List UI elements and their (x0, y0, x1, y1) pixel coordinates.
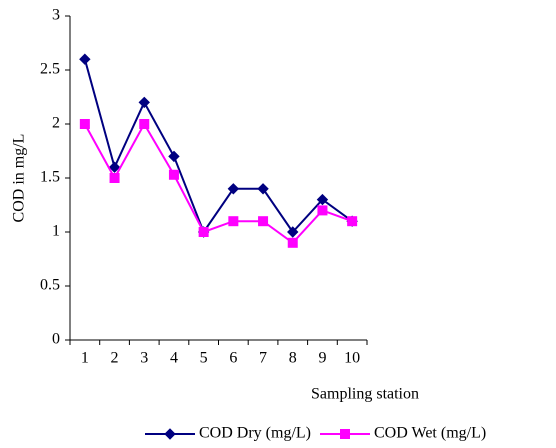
data-point (257, 183, 269, 195)
data-point (317, 205, 328, 216)
y-axis-title: COD in mg/L (11, 134, 28, 223)
data-point (227, 183, 240, 195)
x-tick-label: 9 (318, 350, 326, 367)
legend-marker (340, 429, 350, 439)
x-tick-label: 2 (111, 350, 119, 367)
data-point (347, 216, 358, 227)
data-point (139, 119, 150, 129)
data-point (79, 53, 91, 65)
data-point (287, 237, 298, 248)
data-point (109, 173, 120, 183)
data-point (198, 227, 209, 237)
x-tick-label: 8 (289, 350, 297, 367)
y-tick-label: 2 (52, 115, 60, 132)
data-point (228, 216, 239, 227)
data-point (108, 161, 121, 173)
x-tick-label: 1 (81, 350, 89, 367)
y-tick-label: 3 (52, 7, 60, 24)
x-tick-label: 6 (229, 350, 237, 367)
x-tick-label: 7 (259, 350, 267, 367)
x-tick-label: 10 (344, 350, 360, 367)
legend-label: COD Dry (mg/L) (199, 425, 311, 442)
y-tick-label: 0 (52, 331, 60, 348)
x-axis-title: Sampling station (311, 386, 419, 403)
data-point (316, 193, 329, 206)
x-tick-label: 5 (200, 350, 208, 367)
data-point (79, 119, 90, 129)
data-point (168, 150, 180, 163)
legend-label: COD Wet (mg/L) (374, 425, 486, 442)
data-point (168, 169, 179, 180)
data-point (287, 226, 299, 238)
data-point (258, 216, 269, 227)
series-line (83, 121, 353, 245)
series-line (83, 58, 353, 235)
y-tick-label: 0.5 (40, 277, 60, 294)
y-tick-label: 1.5 (40, 169, 60, 186)
data-point (138, 96, 150, 109)
x-tick-label: 4 (170, 350, 178, 367)
x-tick-label: 3 (140, 350, 148, 367)
y-tick-label: 2.5 (40, 61, 60, 78)
legend-marker (164, 428, 176, 440)
y-tick-label: 1 (52, 223, 60, 240)
